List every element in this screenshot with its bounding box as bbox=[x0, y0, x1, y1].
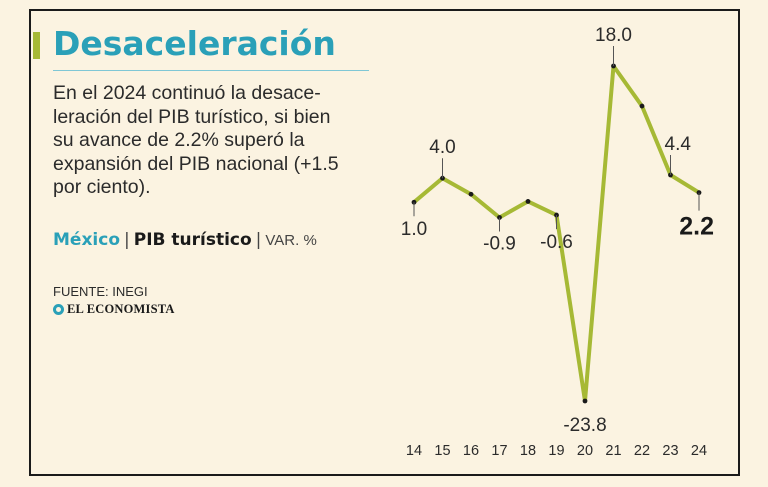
brand-logo: EL ECONOMISTA bbox=[53, 302, 175, 317]
data-point bbox=[525, 199, 531, 204]
x-tick-label: 23 bbox=[662, 443, 678, 459]
description-line: expansión del PIB nacional (+1.5 bbox=[53, 152, 339, 175]
subtitle-country: México bbox=[53, 230, 120, 250]
description: En el 2024 continuó la desace- leración … bbox=[53, 82, 368, 200]
description-line: leración del PIB turístico, si bien bbox=[53, 105, 331, 128]
x-tick-label: 21 bbox=[605, 443, 621, 459]
data-label: 1.0 bbox=[401, 219, 427, 240]
x-tick-label: 24 bbox=[691, 443, 707, 459]
brand-name: EL ECONOMISTA bbox=[67, 302, 175, 316]
title-accent-bar bbox=[33, 32, 40, 59]
data-label: -0.9 bbox=[483, 233, 516, 254]
chart-subtitle: México | PIB turístico | VAR. % bbox=[53, 230, 317, 250]
data-label: 18.0 bbox=[595, 25, 632, 46]
data-label: -23.8 bbox=[563, 415, 606, 436]
x-tick-label: 22 bbox=[634, 443, 650, 459]
source-note: FUENTE: INEGI bbox=[53, 284, 148, 299]
brand-icon bbox=[53, 304, 64, 315]
subtitle-metric: PIB turístico bbox=[133, 230, 252, 250]
data-label: 2.2 bbox=[679, 213, 714, 241]
x-tick-label: 14 bbox=[406, 443, 422, 459]
subtitle-separator: | bbox=[124, 230, 130, 250]
x-tick-label: 20 bbox=[577, 443, 593, 459]
x-tick-label: 18 bbox=[520, 443, 536, 459]
description-line: por ciento). bbox=[53, 176, 151, 198]
description-line: su avance de 2.2% superó la bbox=[53, 129, 305, 151]
subtitle-separator: | bbox=[255, 230, 262, 250]
page-title: Desaceleración bbox=[53, 24, 336, 63]
subtitle-unit: VAR. % bbox=[265, 232, 317, 249]
x-tick-label: 17 bbox=[491, 443, 507, 459]
x-tick-label: 19 bbox=[548, 443, 564, 459]
data-label: 4.4 bbox=[665, 134, 692, 155]
x-tick-label: 16 bbox=[463, 443, 479, 459]
data-point bbox=[468, 191, 474, 197]
data-label: -0.6 bbox=[540, 232, 573, 253]
title-divider bbox=[53, 70, 369, 71]
data-point bbox=[639, 103, 645, 109]
frame-border bbox=[29, 9, 740, 476]
description-line: En el 2024 continuó la desace- bbox=[53, 82, 321, 104]
x-tick-label: 15 bbox=[434, 443, 450, 459]
data-label: 4.0 bbox=[429, 137, 455, 158]
data-point bbox=[582, 398, 588, 404]
